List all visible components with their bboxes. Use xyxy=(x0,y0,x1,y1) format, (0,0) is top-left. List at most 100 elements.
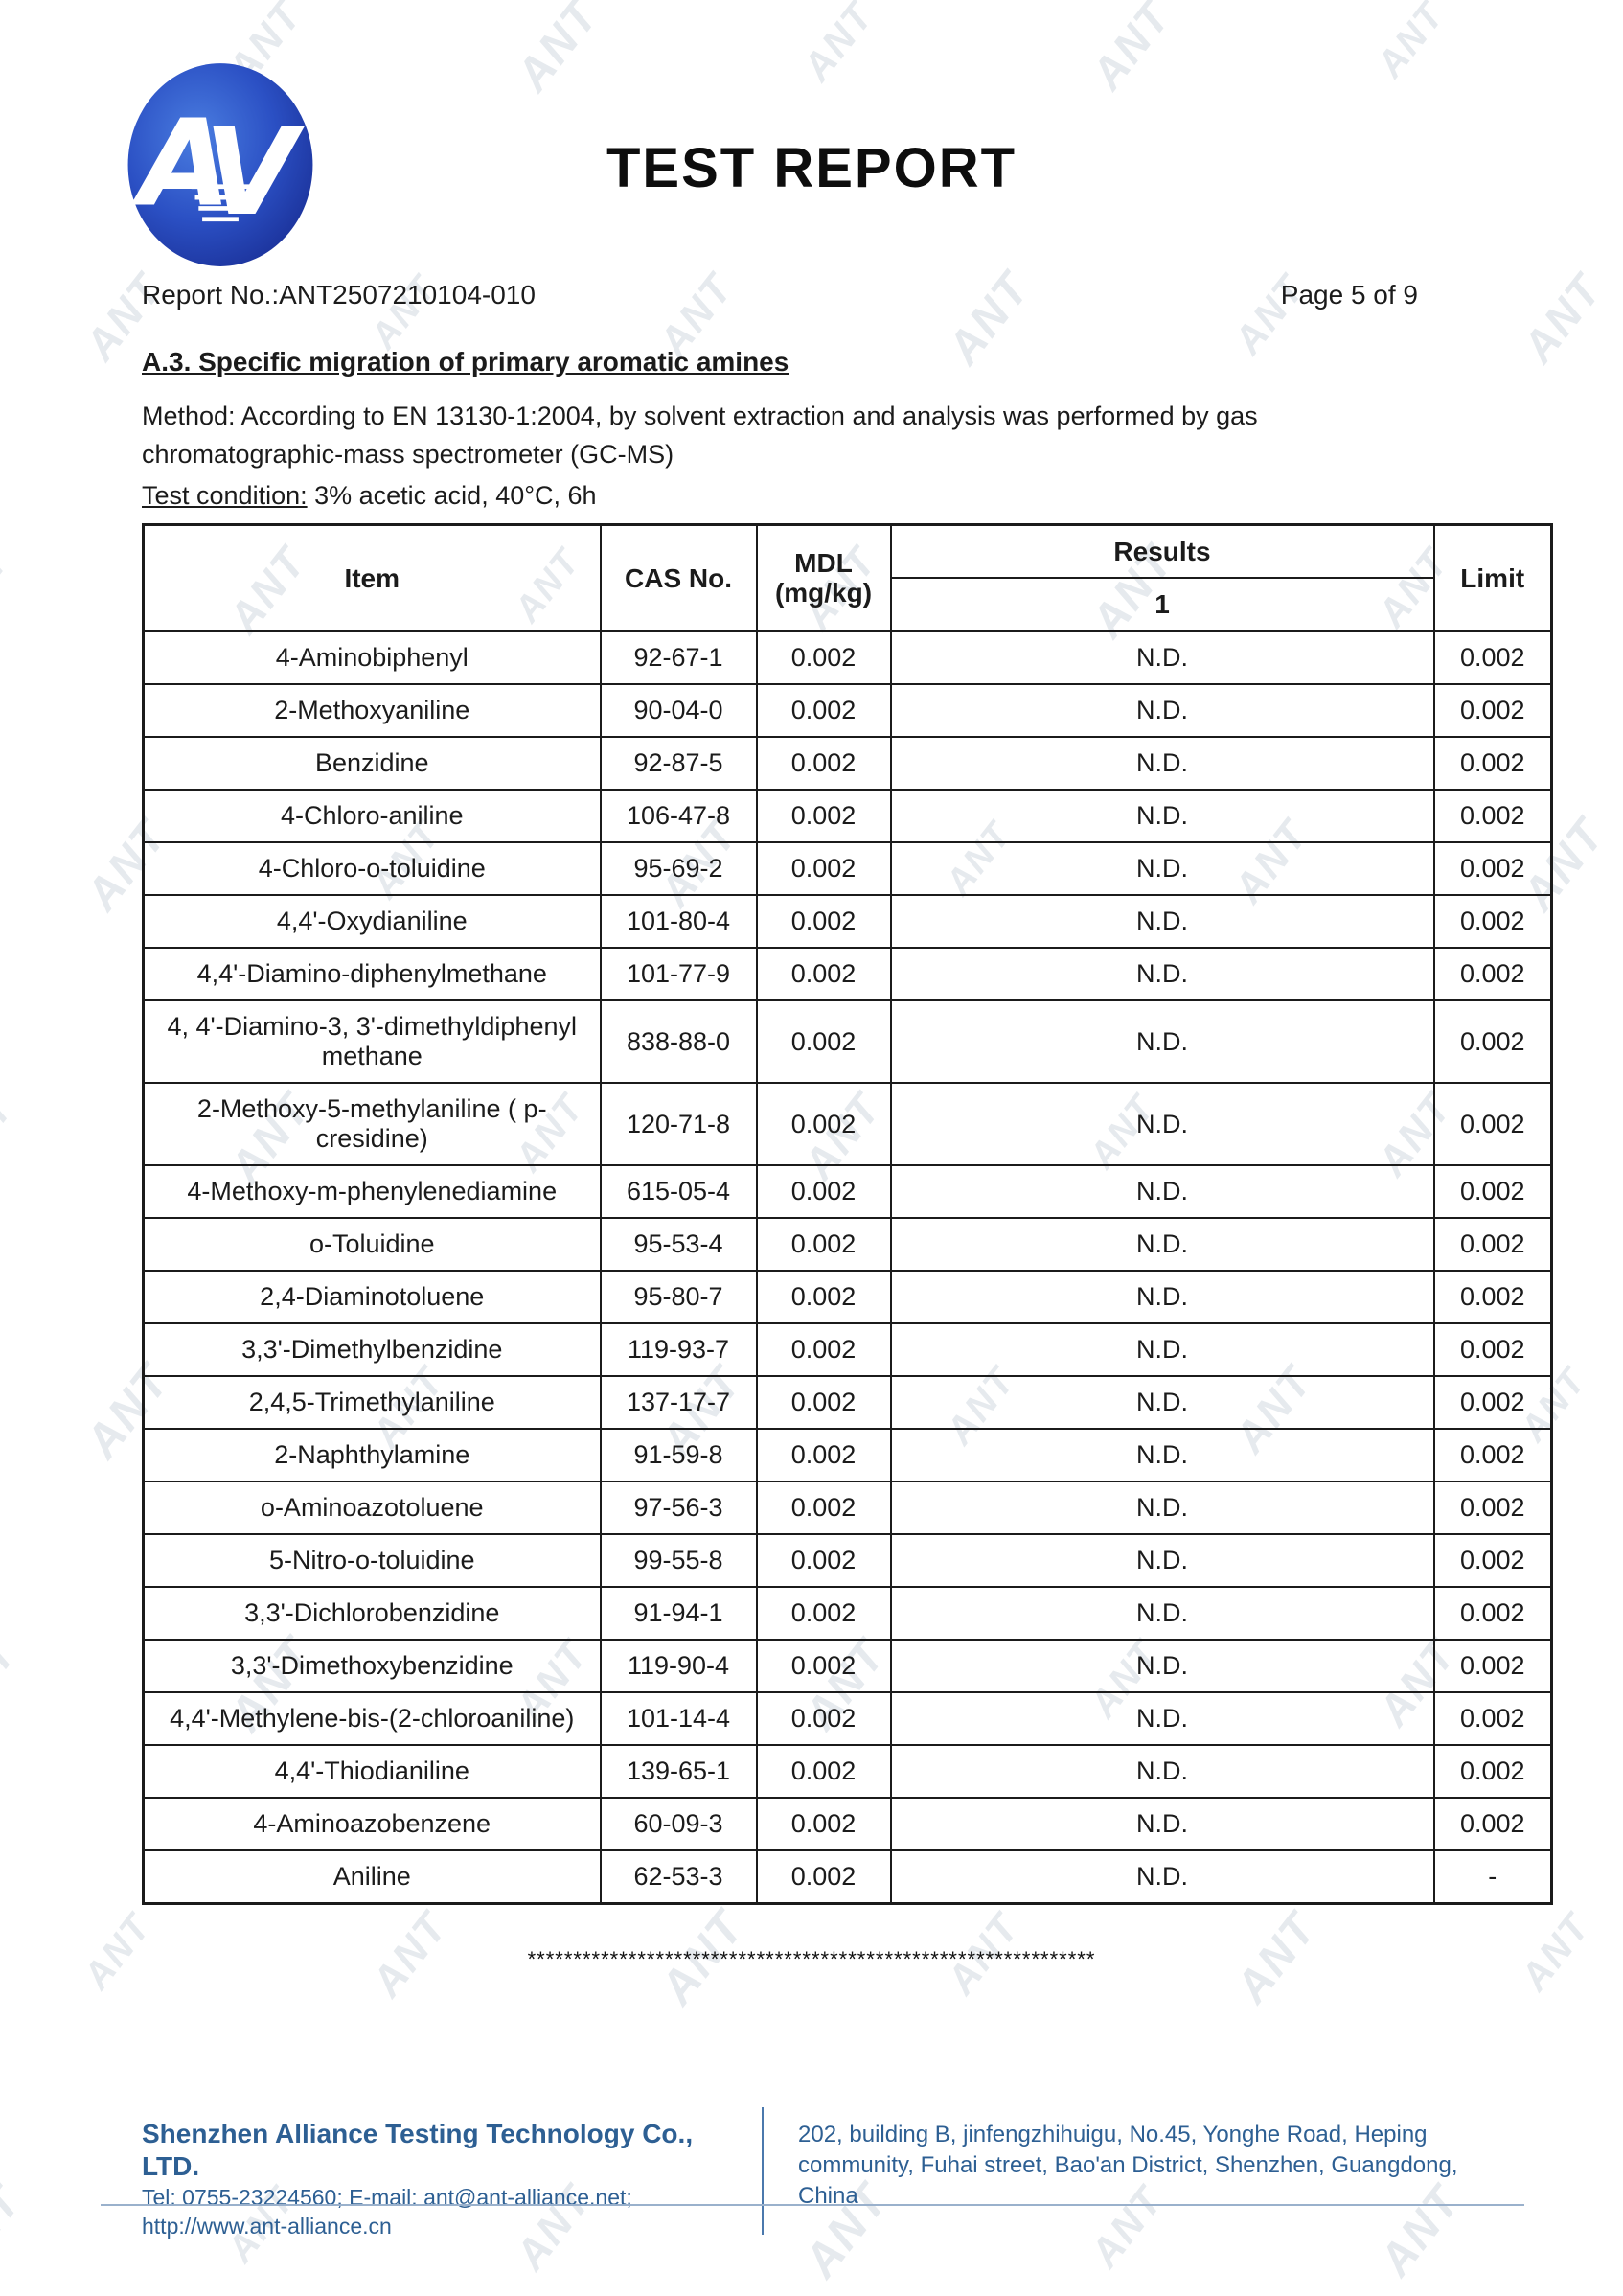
result-cell: N.D. xyxy=(889,841,1435,896)
cas-cell: 95-69-2 xyxy=(599,841,758,896)
result-cell: N.D. xyxy=(889,1375,1435,1430)
result-cell: N.D. xyxy=(889,789,1435,843)
test-condition-line: Test condition: 3% acetic acid, 40°C, 6h xyxy=(142,481,597,511)
table-row: 4-Aminobiphenyl 92-67-1 0.002 N.D. 0.002 xyxy=(142,630,1553,685)
item-cell: 4, 4'-Diamino-3, 3'-dimethyldiphenyl met… xyxy=(142,999,602,1084)
test-condition-label: Test condition: xyxy=(142,481,308,510)
cas-cell: 615-05-4 xyxy=(599,1164,758,1219)
table-row: 4,4'-Diamino-diphenylmethane 101-77-9 0.00… xyxy=(142,947,1553,1001)
mdl-cell: 0.002 xyxy=(755,841,892,896)
footer-company-block: Shenzhen Alliance Testing Technology Co.… xyxy=(142,2118,745,2240)
mdl-cell: 0.002 xyxy=(755,1082,892,1166)
cas-cell: 106-47-8 xyxy=(599,789,758,843)
limit-cell: 0.002 xyxy=(1432,1082,1553,1166)
mdl-cell: 0.002 xyxy=(755,1164,892,1219)
table-row: 4-Chloro-aniline 106-47-8 0.002 N.D. 0.002 xyxy=(142,789,1553,843)
item-cell: 2-Naphthylamine xyxy=(142,1428,602,1482)
limit-cell: 0.002 xyxy=(1432,1691,1553,1746)
col-header-results: Results xyxy=(889,523,1435,579)
limit-cell: 0.002 xyxy=(1432,1797,1553,1851)
cas-cell: 95-53-4 xyxy=(599,1217,758,1272)
limit-cell: 0.002 xyxy=(1432,999,1553,1084)
col-header-results-sub: 1 xyxy=(889,577,1435,632)
table-row: 4,4'-Oxydianiline 101-80-4 0.002 N.D. 0.002 xyxy=(142,894,1553,949)
item-cell: 3,3'-Dimethylbenzidine xyxy=(142,1322,602,1377)
col-header-mdl: MDL (mg/kg) xyxy=(755,523,892,632)
mdl-cell: 0.002 xyxy=(755,1691,892,1746)
limit-cell: 0.002 xyxy=(1432,1533,1553,1588)
item-cell: 4-Methoxy-m-phenylenediamine xyxy=(142,1164,602,1219)
table-row: 4,4'-Thiodianiline 139-65-1 0.002 N.D. 0.002 xyxy=(142,1744,1553,1799)
mdl-cell: 0.002 xyxy=(755,999,892,1084)
table-row: 3,3'-Dimethylbenzidine 119-93-7 0.002 N.D. 0… xyxy=(142,1322,1553,1377)
result-cell: N.D. xyxy=(889,630,1435,685)
cas-cell: 91-59-8 xyxy=(599,1428,758,1482)
table-row: o-Aminoazotoluene 97-56-3 0.002 N.D. 0.002 xyxy=(142,1481,1553,1535)
item-cell: 4-Aminoazobenzene xyxy=(142,1797,602,1851)
result-cell: N.D. xyxy=(889,1849,1435,1905)
table-row: 2,4-Diaminotoluene 95-80-7 0.002 N.D. 0.002 xyxy=(142,1270,1553,1324)
item-cell: 4,4'-Methylene-bis-(2-chloroaniline) xyxy=(142,1691,602,1746)
cas-cell: 838-88-0 xyxy=(599,999,758,1084)
result-cell: N.D. xyxy=(889,1217,1435,1272)
mdl-cell: 0.002 xyxy=(755,1481,892,1535)
result-cell: N.D. xyxy=(889,1270,1435,1324)
limit-cell: 0.002 xyxy=(1432,1322,1553,1377)
cas-cell: 101-14-4 xyxy=(599,1691,758,1746)
cas-cell: 97-56-3 xyxy=(599,1481,758,1535)
result-cell: N.D. xyxy=(889,894,1435,949)
cas-cell: 119-93-7 xyxy=(599,1322,758,1377)
result-cell: N.D. xyxy=(889,1322,1435,1377)
item-cell: 2,4-Diaminotoluene xyxy=(142,1270,602,1324)
result-cell: N.D. xyxy=(889,1797,1435,1851)
limit-cell: 0.002 xyxy=(1432,1586,1553,1641)
item-cell: 4,4'-Oxydianiline xyxy=(142,894,602,949)
result-cell: N.D. xyxy=(889,1428,1435,1482)
table-row: Aniline 62-53-3 0.002 N.D. - xyxy=(142,1849,1553,1905)
result-cell: N.D. xyxy=(889,1082,1435,1166)
table-row: 4-Chloro-o-toluidine 95-69-2 0.002 N.D. 0.00… xyxy=(142,841,1553,896)
limit-cell: 0.002 xyxy=(1432,1428,1553,1482)
mdl-cell: 0.002 xyxy=(755,894,892,949)
table-row: o-Toluidine 95-53-4 0.002 N.D. 0.002 xyxy=(142,1217,1553,1272)
table-row: 2-Naphthylamine 91-59-8 0.002 N.D. 0.002 xyxy=(142,1428,1553,1482)
limit-cell: 0.002 xyxy=(1432,630,1553,685)
col-header-cas: CAS No. xyxy=(599,523,758,632)
mdl-cell: 0.002 xyxy=(755,630,892,685)
table-row: 4-Methoxy-m-phenylenediamine 615-05-4 0.00… xyxy=(142,1164,1553,1219)
table-row: 2-Methoxyaniline 90-04-0 0.002 N.D. 0.002 xyxy=(142,683,1553,738)
limit-cell: 0.002 xyxy=(1432,1744,1553,1799)
cas-cell: 90-04-0 xyxy=(599,683,758,738)
table-row: 4, 4'-Diamino-3, 3'-dimethyldiphenyl met… xyxy=(142,999,1553,1084)
limit-cell: 0.002 xyxy=(1432,1639,1553,1693)
mdl-cell: 0.002 xyxy=(755,947,892,1001)
limit-cell: 0.002 xyxy=(1432,789,1553,843)
col-header-mdl-line2: (mg/kg) xyxy=(774,578,873,608)
cas-cell: 91-94-1 xyxy=(599,1586,758,1641)
result-cell: N.D. xyxy=(889,1691,1435,1746)
company-url: http://www.ant-alliance.cn xyxy=(142,2214,392,2239)
col-header-item: Item xyxy=(142,523,602,632)
limit-cell: 0.002 xyxy=(1432,947,1553,1001)
item-cell: 4-Chloro-o-toluidine xyxy=(142,841,602,896)
cas-cell: 92-87-5 xyxy=(599,736,758,791)
mdl-cell: 0.002 xyxy=(755,1270,892,1324)
limit-cell: 0.002 xyxy=(1432,1217,1553,1272)
col-header-mdl-line1: MDL xyxy=(794,548,853,578)
table-row: 3,3'-Dimethoxybenzidine 119-90-4 0.002 N.D.… xyxy=(142,1639,1553,1693)
cas-cell: 101-77-9 xyxy=(599,947,758,1001)
result-cell: N.D. xyxy=(889,1639,1435,1693)
item-cell: 3,3'-Dimethoxybenzidine xyxy=(142,1639,602,1693)
item-cell: 5-Nitro-o-toluidine xyxy=(142,1533,602,1588)
item-cell: Aniline xyxy=(142,1849,602,1905)
limit-cell: 0.002 xyxy=(1432,1270,1553,1324)
mdl-cell: 0.002 xyxy=(755,1217,892,1272)
report-number: Report No.:ANT2507210104-010 xyxy=(142,280,536,310)
cas-cell: 137-17-7 xyxy=(599,1375,758,1430)
item-cell: 2-Methoxy-5-methylaniline ( p-cresidine) xyxy=(142,1082,602,1166)
cas-cell: 139-65-1 xyxy=(599,1744,758,1799)
mdl-cell: 0.002 xyxy=(755,683,892,738)
footer-vertical-divider xyxy=(762,2107,764,2235)
mdl-cell: 0.002 xyxy=(755,1586,892,1641)
end-separator: ****************************************… xyxy=(527,1947,1096,1971)
